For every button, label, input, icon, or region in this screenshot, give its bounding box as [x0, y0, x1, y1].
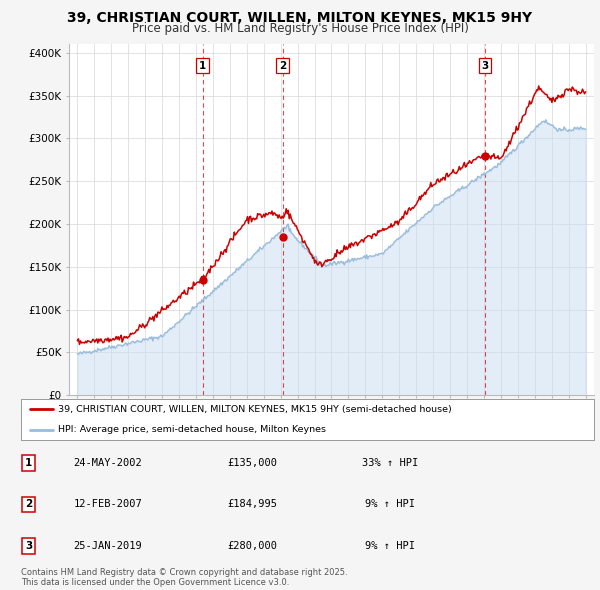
Text: 2: 2: [279, 61, 286, 71]
Text: £184,995: £184,995: [227, 500, 277, 509]
Text: 24-MAY-2002: 24-MAY-2002: [74, 458, 142, 468]
Text: 1: 1: [25, 458, 32, 468]
Text: 12-FEB-2007: 12-FEB-2007: [74, 500, 142, 509]
Text: £280,000: £280,000: [227, 541, 277, 550]
Text: 2: 2: [25, 500, 32, 509]
Text: 33% ↑ HPI: 33% ↑ HPI: [362, 458, 418, 468]
Text: 9% ↑ HPI: 9% ↑ HPI: [365, 541, 415, 550]
Text: 3: 3: [25, 541, 32, 550]
Text: 39, CHRISTIAN COURT, WILLEN, MILTON KEYNES, MK15 9HY (semi-detached house): 39, CHRISTIAN COURT, WILLEN, MILTON KEYN…: [58, 405, 452, 414]
Text: 25-JAN-2019: 25-JAN-2019: [74, 541, 142, 550]
Text: £135,000: £135,000: [227, 458, 277, 468]
Text: 3: 3: [481, 61, 489, 71]
Text: 1: 1: [199, 61, 206, 71]
Text: 39, CHRISTIAN COURT, WILLEN, MILTON KEYNES, MK15 9HY: 39, CHRISTIAN COURT, WILLEN, MILTON KEYN…: [67, 11, 533, 25]
Text: Contains HM Land Registry data © Crown copyright and database right 2025.
This d: Contains HM Land Registry data © Crown c…: [21, 568, 347, 587]
Text: 9% ↑ HPI: 9% ↑ HPI: [365, 500, 415, 509]
Text: Price paid vs. HM Land Registry's House Price Index (HPI): Price paid vs. HM Land Registry's House …: [131, 22, 469, 35]
Text: HPI: Average price, semi-detached house, Milton Keynes: HPI: Average price, semi-detached house,…: [58, 425, 326, 434]
